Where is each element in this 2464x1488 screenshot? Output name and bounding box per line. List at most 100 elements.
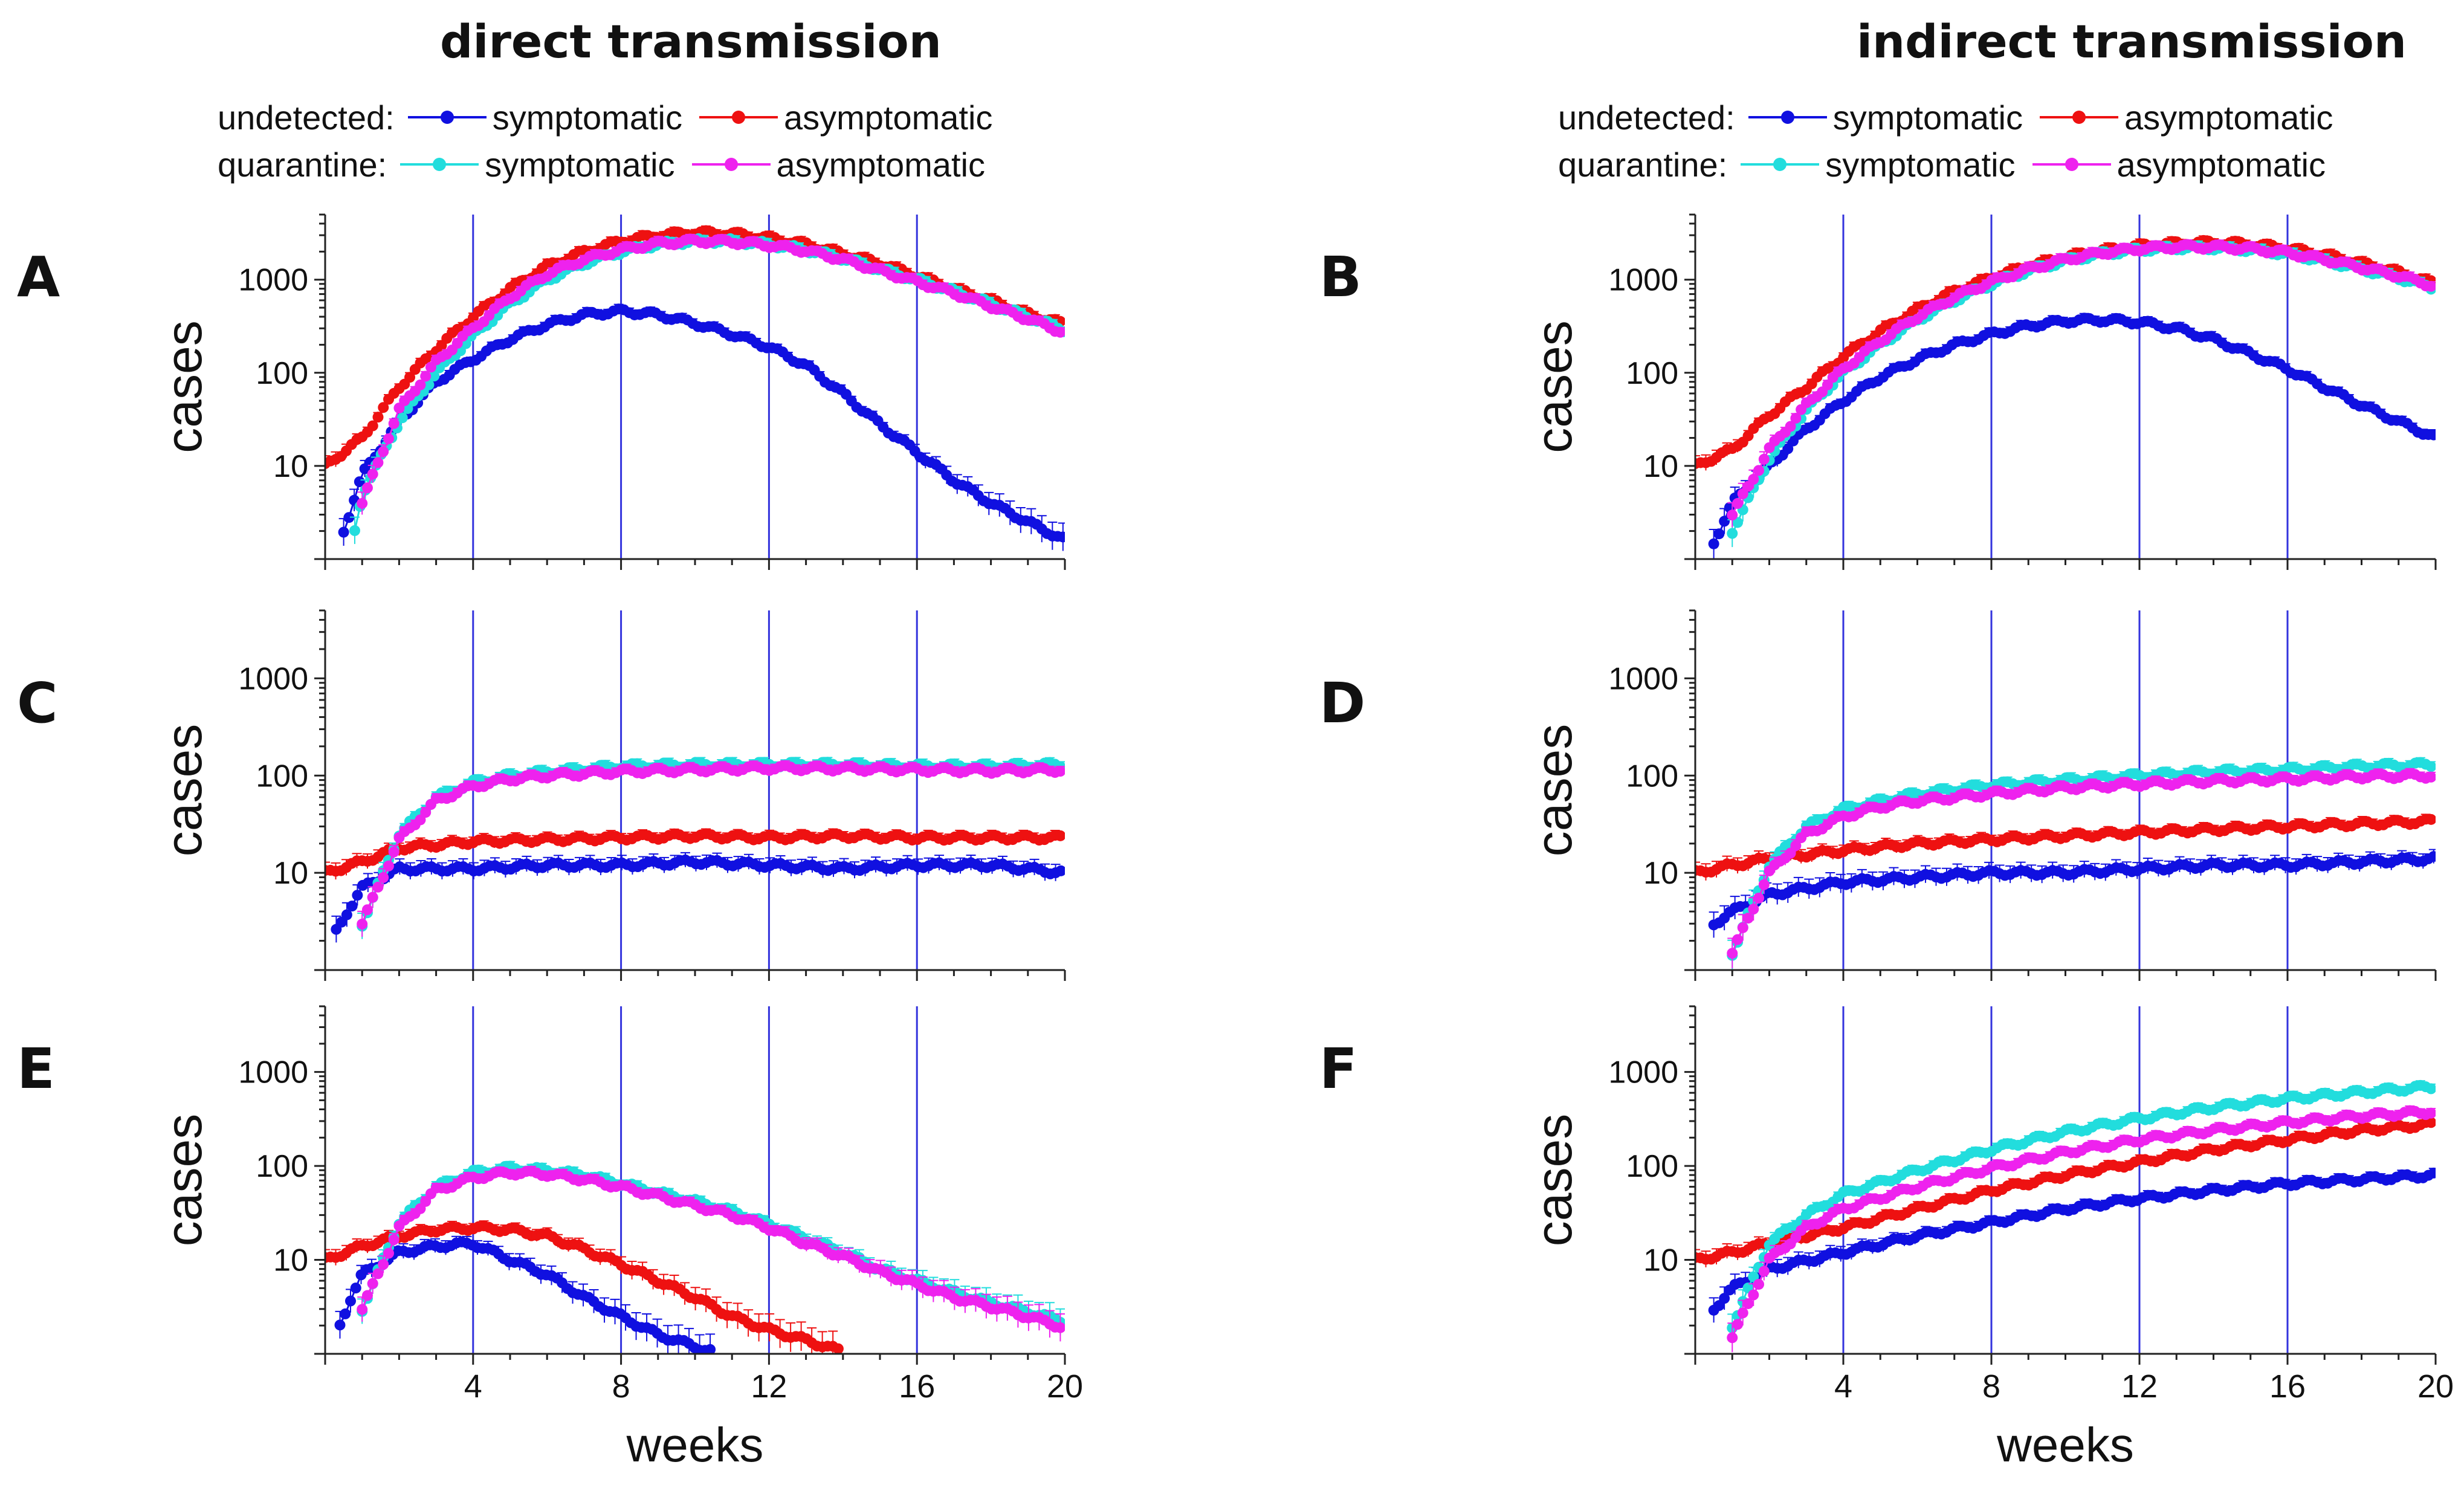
- panel-letter-c: C: [17, 671, 58, 736]
- legend-asymptomatic-text: asymptomatic: [783, 98, 993, 137]
- legend-row-undetected: undetected: symptomatic asymptomatic: [218, 94, 1003, 141]
- legend-swatch-undetected-symptomatic: [1748, 111, 1827, 124]
- data-point-undetected-symptomatic: [705, 1344, 716, 1354]
- data-point-quarantine-symptomatic: [1727, 528, 1738, 539]
- series-group: [1695, 235, 2436, 558]
- y-tick-label: 1000: [1608, 263, 1678, 298]
- data-point-undetected-symptomatic: [352, 890, 363, 901]
- series-group: [325, 225, 1065, 551]
- data-point-quarantine-asymptomatic: [357, 497, 368, 509]
- data-point-undetected-asymptomatic: [372, 412, 384, 423]
- legend-swatch-quarantine-asymptomatic: [691, 158, 771, 171]
- data-point-quarantine-asymptomatic: [388, 846, 399, 858]
- data-point-quarantine-asymptomatic: [1748, 474, 1759, 485]
- data-point-quarantine-asymptomatic: [383, 860, 394, 872]
- data-point-undetected-symptomatic: [340, 1308, 351, 1319]
- panel-d: 10 100 1000 cases: [1525, 609, 2437, 981]
- legend-left: undetected: symptomatic asymptomatic qua…: [218, 94, 1003, 188]
- panel-letter-a: A: [17, 245, 60, 309]
- data-point-quarantine-asymptomatic: [357, 918, 368, 930]
- data-point-undetected-symptomatic: [1057, 531, 1065, 543]
- panel-a: 10 100 1000 cases: [155, 213, 1066, 570]
- data-point-undetected-symptomatic: [341, 909, 352, 920]
- data-point-quarantine-asymptomatic: [372, 457, 384, 468]
- data-point-undetected-symptomatic: [2428, 429, 2436, 441]
- y-tick-label: 1000: [238, 263, 308, 298]
- legend-right: undetected: symptomatic asymptomatic qua…: [1558, 94, 2344, 188]
- data-point-undetected-symptomatic: [1708, 538, 1719, 549]
- data-point-quarantine-asymptomatic: [1732, 934, 1744, 945]
- panel-letter-b: B: [1319, 245, 1362, 309]
- data-point-undetected-symptomatic: [343, 512, 355, 523]
- legend-symptomatic-text: symptomatic: [1825, 145, 2016, 184]
- panel-b: 10 100 1000 cases: [1525, 213, 2437, 570]
- data-point-undetected-asymptomatic: [404, 372, 416, 383]
- data-point-quarantine-asymptomatic: [420, 807, 432, 818]
- data-point-undetected-symptomatic: [350, 1283, 361, 1294]
- legend-swatch-quarantine-symptomatic: [1741, 158, 1820, 171]
- data-point-undetected-symptomatic: [334, 1319, 346, 1331]
- data-point-undetected-symptomatic: [1055, 865, 1065, 876]
- data-point-quarantine-asymptomatic: [1790, 412, 1802, 424]
- y-tick-label: 10: [1643, 449, 1678, 484]
- y-tick-label: 100: [256, 356, 308, 391]
- data-point-undetected-symptomatic: [346, 901, 358, 912]
- data-point-quarantine-asymptomatic: [378, 446, 389, 458]
- series-line-quarantine-asymptomatic: [361, 238, 1061, 504]
- data-point-quarantine-symptomatic: [349, 525, 360, 536]
- y-tick-label: 100: [1626, 356, 1678, 391]
- data-point-undetected-symptomatic: [354, 476, 365, 488]
- data-point-quarantine-asymptomatic: [1753, 465, 1765, 476]
- legend-swatch-undetected-asymptomatic: [2039, 111, 2118, 124]
- data-point-quarantine-asymptomatic: [1748, 904, 1759, 915]
- data-point-quarantine-asymptomatic: [415, 379, 426, 390]
- data-point-quarantine-asymptomatic: [372, 881, 384, 893]
- legend-undetected-label: undetected:: [1558, 98, 1735, 137]
- data-point-quarantine-symptomatic: [423, 379, 435, 390]
- y-tick-label: 10: [1643, 856, 1678, 891]
- data-point-undetected-asymptomatic: [1055, 830, 1065, 841]
- data-point-quarantine-asymptomatic: [361, 904, 373, 916]
- legend-asymptomatic-text: asymptomatic: [776, 145, 985, 184]
- data-point-undetected-symptomatic: [2428, 851, 2436, 862]
- data-point-quarantine-asymptomatic: [378, 872, 389, 883]
- y-tick-label: 100: [256, 759, 308, 794]
- title-indirect-transmission: indirect transmission: [1857, 15, 2407, 68]
- legend-symptomatic-text: symptomatic: [492, 98, 682, 137]
- data-point-undetected-asymptomatic: [367, 420, 378, 432]
- data-point-quarantine-asymptomatic: [1790, 840, 1802, 852]
- series-group: [1695, 757, 2436, 970]
- legend-symptomatic-text: symptomatic: [1832, 98, 2023, 137]
- data-point-quarantine-asymptomatic: [1727, 509, 1738, 521]
- data-point-undetected-symptomatic: [338, 526, 349, 538]
- data-point-quarantine-asymptomatic: [1732, 498, 1744, 509]
- data-point-quarantine-asymptomatic: [1737, 488, 1748, 500]
- y-axis-title: cases: [155, 724, 212, 856]
- y-tick-label: 10: [273, 856, 308, 891]
- panel-letter-f: F: [1319, 1037, 1357, 1101]
- legend-row-quarantine: quarantine: symptomatic asymptomatic: [1558, 141, 2344, 188]
- series-group: [325, 1160, 1065, 1354]
- data-point-quarantine-asymptomatic: [1758, 453, 1770, 465]
- data-point-undetected-asymptomatic: [378, 402, 389, 413]
- data-point-undetected-asymptomatic: [2425, 814, 2436, 825]
- data-point-quarantine-asymptomatic: [1785, 421, 1796, 432]
- data-point-undetected-symptomatic: [1719, 516, 1730, 527]
- data-point-quarantine-asymptomatic: [1727, 948, 1738, 959]
- data-point-quarantine-asymptomatic: [367, 891, 378, 903]
- legend-asymptomatic-text: asymptomatic: [2124, 98, 2333, 137]
- series-line-undetected-symptomatic: [1713, 317, 2434, 545]
- data-point-quarantine-asymptomatic: [1055, 326, 1065, 338]
- y-tick-label: 10: [273, 449, 308, 484]
- panel-letter-e: E: [17, 1037, 55, 1101]
- data-point-quarantine-asymptomatic: [388, 418, 399, 429]
- title-direct-transmission: direct transmission: [440, 15, 942, 68]
- data-point-quarantine-asymptomatic: [383, 433, 394, 444]
- legend-swatch-undetected-asymptomatic: [699, 111, 778, 124]
- legend-symptomatic-text: symptomatic: [485, 145, 675, 184]
- data-point-quarantine-asymptomatic: [1758, 879, 1770, 890]
- legend-asymptomatic-text: asymptomatic: [2116, 145, 2326, 184]
